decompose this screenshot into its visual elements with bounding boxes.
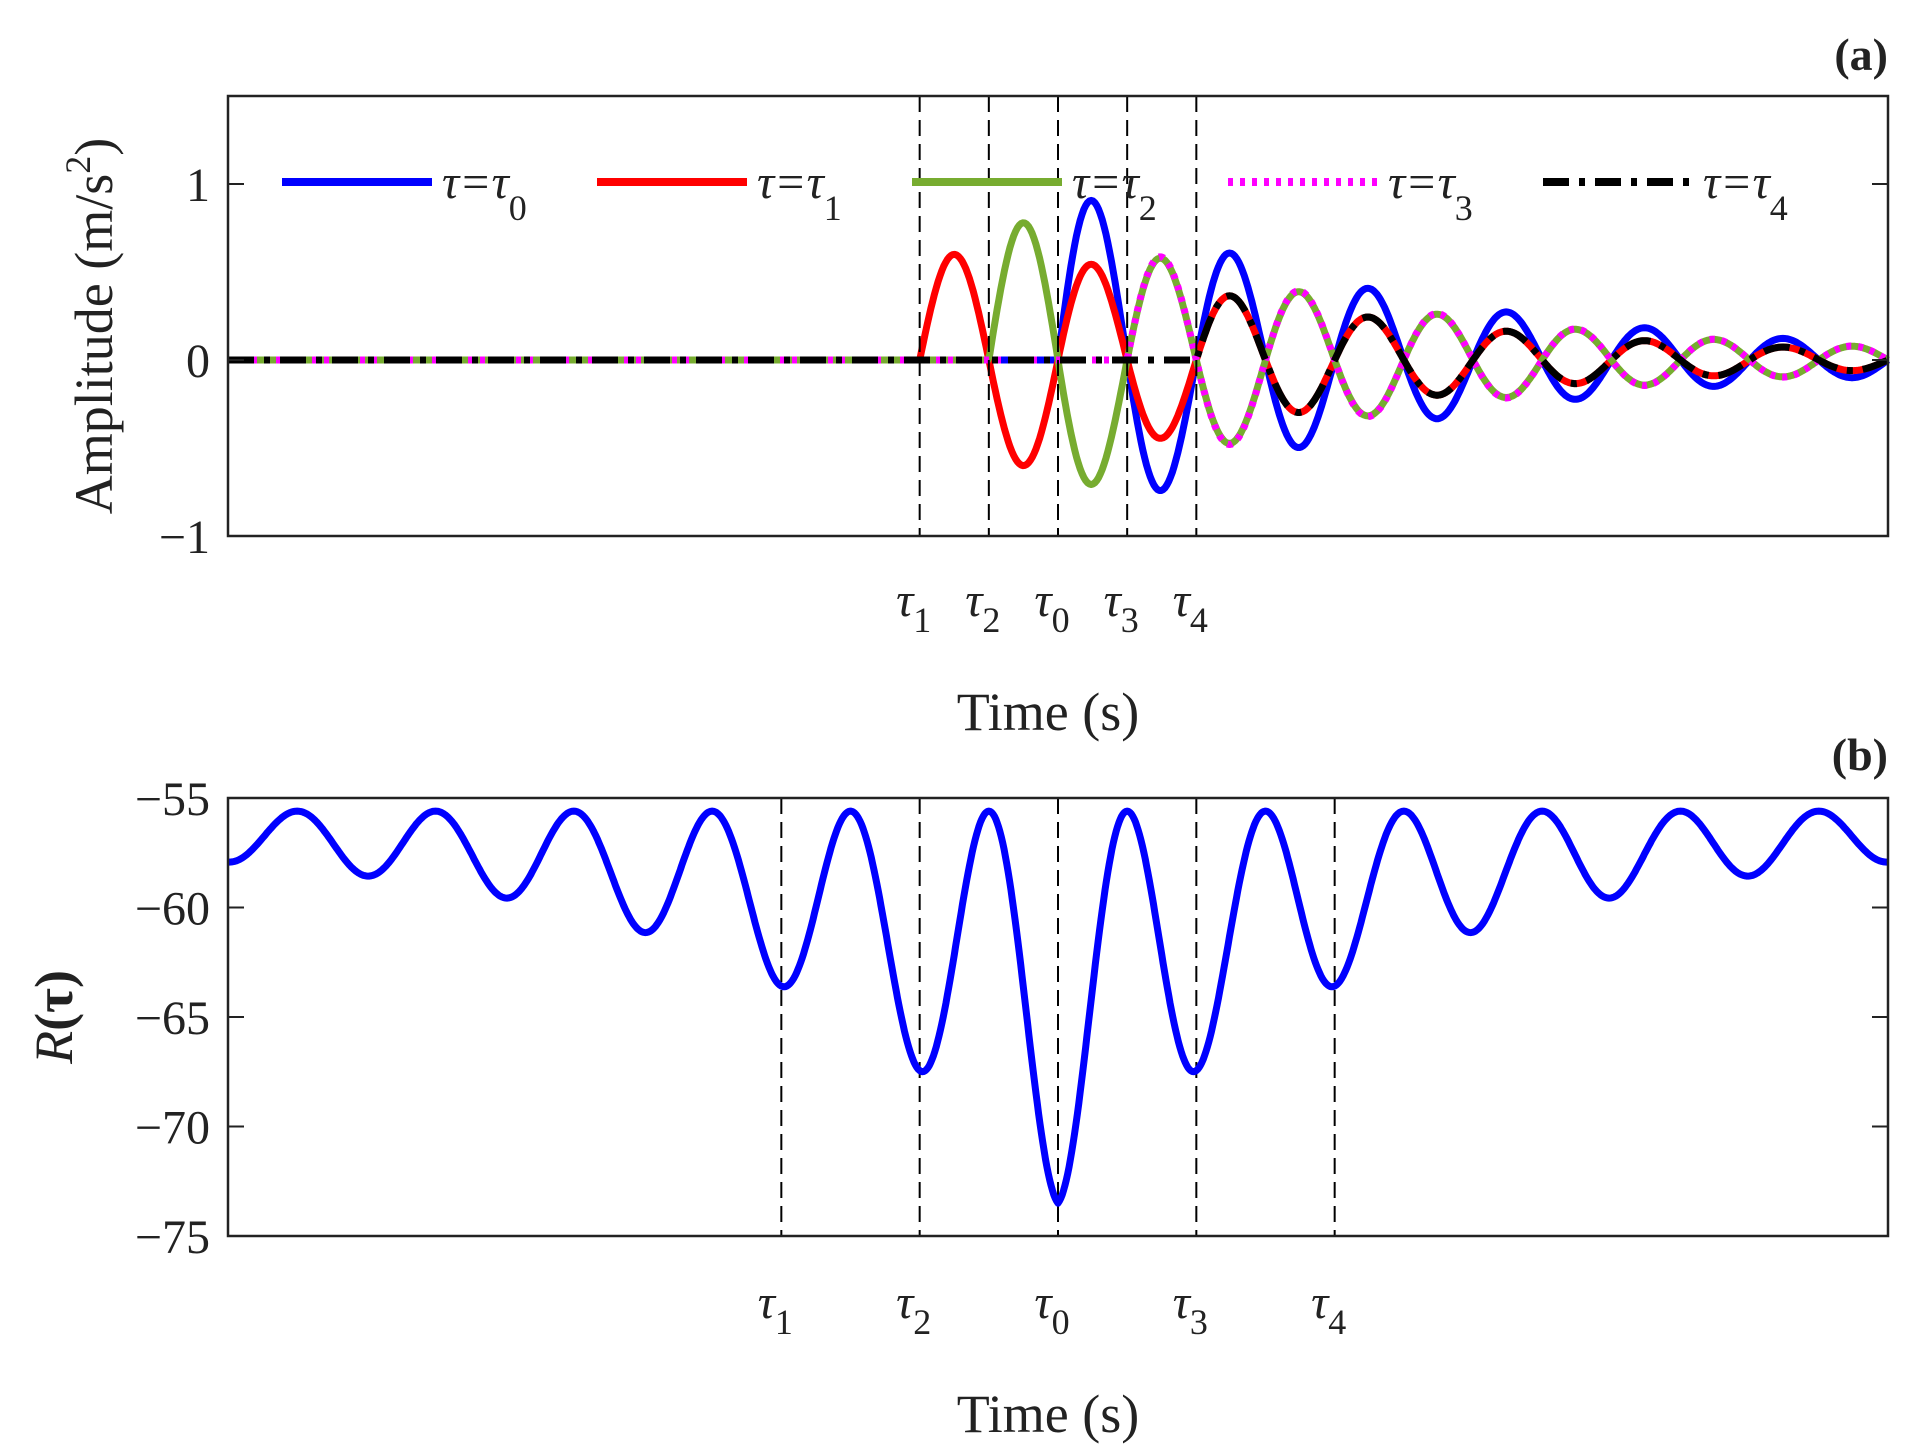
y-label-main: Amplitude (m/s	[64, 174, 124, 514]
tau-subscript: 1	[913, 600, 931, 640]
y-label-superscript: 2	[58, 156, 98, 174]
tau-label-tau0: τ0	[1034, 574, 1069, 640]
y-label-tau: (τ)	[24, 970, 84, 1031]
tau-subscript: 1	[775, 1302, 793, 1342]
plot-frame	[226, 94, 1890, 538]
legend-label-subscript: 1	[824, 188, 842, 228]
y-axis-label: Amplitude (m/s2)	[58, 138, 124, 514]
tau-subscript: 2	[913, 1302, 931, 1342]
legend-label-subscript: 0	[509, 188, 527, 228]
legend-label-subscript: 4	[1770, 188, 1788, 228]
legend-label-subscript: 2	[1139, 188, 1157, 228]
tau-label-tau0: τ0	[1034, 1276, 1069, 1342]
tau-symbol: τ	[758, 1276, 777, 1329]
legend-label-tau-1: τ=τ1	[757, 156, 842, 228]
tau-subscript: 3	[1121, 600, 1139, 640]
tau-symbol: τ	[1034, 1276, 1053, 1329]
y-tick-label: −1	[159, 511, 210, 564]
tau-symbol: τ	[1034, 574, 1053, 627]
legend-label-text: τ=τ	[757, 156, 826, 209]
y-axis-label: R(τ)	[24, 970, 84, 1065]
x-axis-label: Time (s)	[957, 1384, 1140, 1444]
y-label-end: )	[64, 138, 124, 156]
y-tick-label: −70	[135, 1102, 210, 1155]
tau-symbol: τ	[1173, 1276, 1192, 1329]
y-tick-label: −75	[135, 1211, 210, 1264]
tau-label-tau2: τ2	[965, 574, 1000, 640]
y-tick-label: −60	[135, 883, 210, 936]
legend-label-text: τ=τ	[442, 156, 511, 209]
panel-tag-b: (b)	[1832, 729, 1888, 780]
tau-label-tau1: τ1	[758, 1276, 793, 1342]
x-axis-label: Time (s)	[957, 682, 1140, 742]
legend-label-tau-0: τ=τ0	[442, 156, 527, 228]
legend-label-text: τ=τ	[1388, 156, 1457, 209]
tau-subscript: 4	[1190, 600, 1208, 640]
tau-label-tau4: τ4	[1173, 574, 1208, 640]
tau-symbol: τ	[896, 1276, 915, 1329]
y-tick-label: 1	[186, 159, 210, 212]
legend-label-subscript: 3	[1455, 188, 1473, 228]
tau-symbol: τ	[965, 574, 984, 627]
series-line-R	[225, 807, 1891, 1207]
tau-label-tau1: τ1	[896, 574, 931, 640]
y-tick-label: −55	[135, 773, 210, 826]
tau-symbol: τ	[1311, 1276, 1330, 1329]
tau-symbol: τ	[896, 574, 915, 627]
tau-subscript: 2	[982, 600, 1000, 640]
y-label-R: R	[24, 1031, 84, 1065]
legend-label-tau-3: τ=τ3	[1388, 156, 1473, 228]
legend-label-tau-4: τ=τ4	[1703, 156, 1788, 228]
legend-label-tau-2: τ=τ2	[1072, 156, 1157, 228]
legend-label-text: τ=τ	[1072, 156, 1141, 209]
tau-label-tau3: τ3	[1104, 574, 1139, 640]
tau-symbol: τ	[1104, 574, 1123, 627]
y-tick-label: −65	[135, 992, 210, 1045]
tau-subscript: 0	[1052, 600, 1070, 640]
tau-label-tau2: τ2	[896, 1276, 931, 1342]
tau-subscript: 4	[1328, 1302, 1346, 1342]
y-tick-label: 0	[186, 335, 210, 388]
tau-subscript: 0	[1052, 1302, 1070, 1342]
tau-symbol: τ	[1173, 574, 1192, 627]
panel-tag-a: (a)	[1834, 29, 1888, 80]
tau-label-tau4: τ4	[1311, 1276, 1346, 1342]
tau-label-tau3: τ3	[1173, 1276, 1208, 1342]
legend-label-text: τ=τ	[1703, 156, 1772, 209]
series-line-tau-4	[226, 292, 1890, 416]
tau-subscript: 3	[1190, 1302, 1208, 1342]
